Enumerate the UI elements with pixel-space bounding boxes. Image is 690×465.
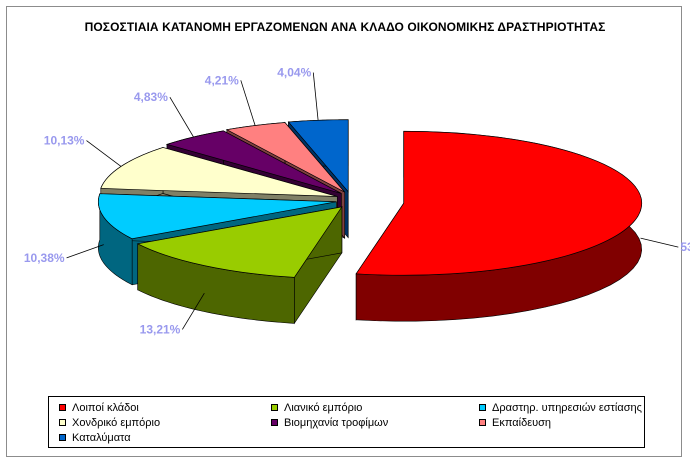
legend-label: Λιανικό εμπόριο <box>284 402 363 414</box>
legend-item-λοιποί-κλάδοι: Λοιποί κλάδοι <box>59 401 139 415</box>
legend-label: Δραστηρ. υπηρεσιών εστίασης <box>492 402 642 414</box>
legend-item-βιομηχανία-τροφίμων: Βιομηχανία τροφίμων <box>271 416 388 430</box>
legend-label: Λοιποί κλάδοι <box>72 402 139 414</box>
slice-βιομηχανία-τροφίμων <box>165 130 342 194</box>
slice-χονδρικό-εμπόριο <box>100 147 338 197</box>
data-labels: 53,21% 13,21% 10,38% 10,13% 4,83% 4,21% 4,04% <box>24 66 690 337</box>
legend-item-εκπαίδευση: Εκπαίδευση <box>479 416 551 430</box>
data-label-λιανικό-εμπόριο: 13,21% <box>140 322 181 336</box>
leader-line <box>240 80 256 126</box>
slice-εκπαίδευση <box>225 122 345 193</box>
data-label-βιομηχανία-τροφίμων: 4,83% <box>134 90 168 104</box>
data-label-εκπαίδευση: 4,21% <box>205 73 239 87</box>
legend-swatch <box>59 419 66 426</box>
data-label-καταλύματα: 4,04% <box>277 66 311 80</box>
pie-chart: 53,21% 13,21% 10,38% 10,13% 4,83% 4,21% 4,04% <box>24 66 690 337</box>
legend-swatch <box>271 404 278 411</box>
legend-label: Χονδρικό εμπόριο <box>72 417 161 429</box>
legend-item-δραστηρ-υπηρεσιών-εστίασης: Δραστηρ. υπηρεσιών εστίασης <box>479 401 642 415</box>
legend-item-χονδρικό-εμπόριο: Χονδρικό εμπόριο <box>59 416 160 430</box>
leader-line <box>640 237 679 248</box>
leader-line <box>66 244 104 259</box>
legend-swatch <box>59 404 66 411</box>
slice-λοιποί-κλάδοι <box>355 130 643 276</box>
data-label-λοιποί-κλάδοι: 53,21% <box>680 240 690 254</box>
legend-swatch <box>59 434 66 441</box>
slice-καταλύματα <box>287 119 349 193</box>
legend-label: Βιομηχανία τροφίμων <box>284 417 389 429</box>
slice-λιανικό-εμπόριο <box>136 206 343 278</box>
legend-item-καταλύματα: Καταλύματα <box>59 431 131 445</box>
legend-swatch <box>271 419 278 426</box>
leader-line <box>169 96 194 138</box>
legend-label: Εκπαίδευση <box>492 417 552 429</box>
slice-δραστηρ-υπηρεσιών-εστίασης <box>97 193 337 240</box>
legend-swatch <box>479 419 486 426</box>
leader-line <box>182 292 205 330</box>
leader-line <box>86 140 122 167</box>
legend-swatch <box>479 404 486 411</box>
leader-line <box>312 72 319 121</box>
chart-title: ΠΟΣΟΣΤΙΑΙΑ ΚΑΤΑΝΟΜΗ ΕΡΓΑΖΟΜΕΝΩΝ ΑΝΑ ΚΛΑΔ… <box>84 20 606 34</box>
data-label-δραστηρ-υπηρεσιών-εστίασης: 10,38% <box>24 251 65 265</box>
data-label-χονδρικό-εμπόριο: 10,13% <box>44 134 85 148</box>
legend: Λοιποί κλάδοι Λιανικό εμπόριο Δραστηρ. υπη… <box>48 396 645 448</box>
pie-top-layer <box>66 72 679 330</box>
legend-item-λιανικό-εμπόριο: Λιανικό εμπόριο <box>271 401 362 415</box>
legend-label: Καταλύματα <box>72 432 131 444</box>
